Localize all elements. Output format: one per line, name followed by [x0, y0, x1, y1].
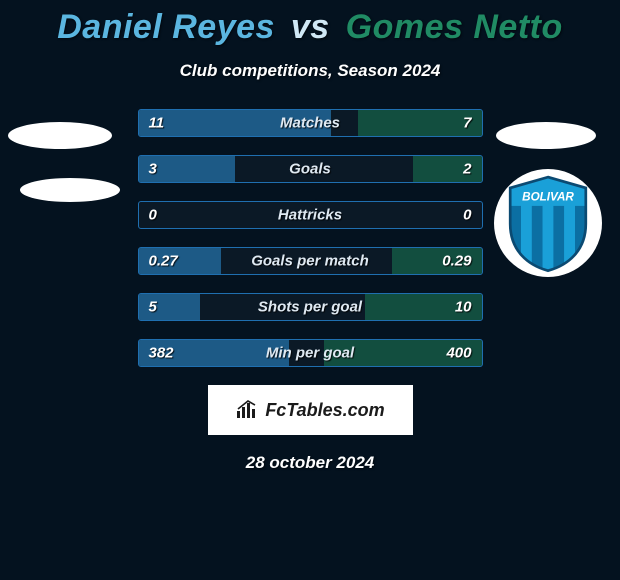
- bar-chart-icon: [235, 398, 259, 422]
- svg-text:BOLIVAR: BOLIVAR: [522, 191, 574, 204]
- shield-icon: BOLIVAR: [503, 173, 593, 273]
- stat-value-right: 0: [463, 207, 471, 224]
- player2-club-crest: BOLIVAR: [494, 169, 602, 277]
- stat-row: 0 0 Hattricks: [138, 201, 483, 229]
- stat-label: Goals per match: [251, 253, 369, 270]
- stat-value-left: 11: [149, 115, 165, 132]
- stat-label: Shots per goal: [258, 299, 362, 316]
- stat-row: 0.27 0.29 Goals per match: [138, 247, 483, 275]
- stat-value-left: 5: [149, 299, 157, 316]
- stat-label: Goals: [289, 161, 331, 178]
- date-label: 28 october 2024: [0, 453, 620, 473]
- stat-value-left: 382: [149, 345, 174, 362]
- stat-value-right: 400: [446, 345, 471, 362]
- stat-label: Min per goal: [266, 345, 354, 362]
- stat-value-left: 0: [149, 207, 157, 224]
- player2-name: Gomes Netto: [346, 8, 563, 46]
- player2-mark-1: [496, 122, 596, 149]
- source-badge-text: FcTables.com: [265, 400, 384, 421]
- vs-label: vs: [291, 8, 330, 46]
- player1-name: Daniel Reyes: [57, 8, 275, 46]
- stat-label: Matches: [280, 115, 340, 132]
- stat-value-left: 0.27: [149, 253, 178, 270]
- stat-row: 3 2 Goals: [138, 155, 483, 183]
- stat-value-left: 3: [149, 161, 157, 178]
- stats-table: 11 7 Matches 3 2 Goals 0 0 Hattricks 0.27 0.29 Goal…: [138, 109, 483, 367]
- stat-value-right: 0.29: [442, 253, 471, 270]
- stat-value-right: 2: [463, 161, 471, 178]
- subtitle: Club competitions, Season 2024: [0, 61, 620, 81]
- stat-label: Hattricks: [278, 207, 342, 224]
- stat-value-right: 7: [463, 115, 471, 132]
- stat-row: 382 400 Min per goal: [138, 339, 483, 367]
- player1-mark-2: [20, 178, 120, 202]
- stat-row: 5 10 Shots per goal: [138, 293, 483, 321]
- comparison-title: Daniel Reyes vs Gomes Netto: [0, 0, 620, 47]
- source-badge: FcTables.com: [208, 385, 413, 435]
- stat-value-right: 10: [455, 299, 472, 316]
- stat-row: 11 7 Matches: [138, 109, 483, 137]
- player1-mark-1: [8, 122, 112, 149]
